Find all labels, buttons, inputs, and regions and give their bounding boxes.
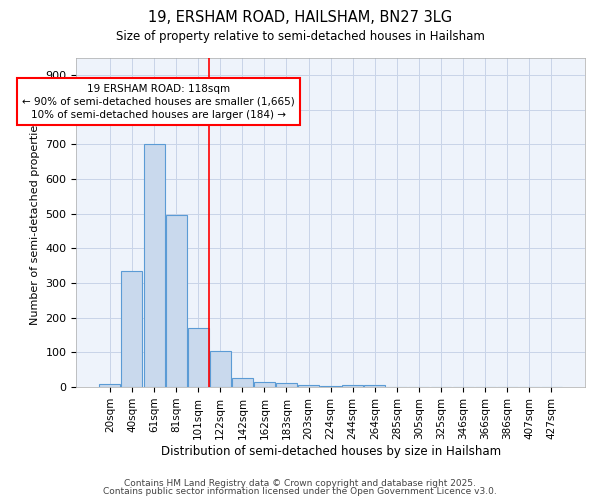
Bar: [342, 386, 363, 387]
Text: Contains public sector information licensed under the Open Government Licence v3: Contains public sector information licen…: [103, 487, 497, 496]
Y-axis label: Number of semi-detached properties: Number of semi-detached properties: [30, 120, 40, 326]
Bar: [232, 378, 253, 387]
Bar: [364, 386, 385, 387]
Bar: [121, 271, 142, 387]
Bar: [166, 216, 187, 387]
Bar: [320, 386, 341, 387]
Text: 19 ERSHAM ROAD: 118sqm
← 90% of semi-detached houses are smaller (1,665)
10% of : 19 ERSHAM ROAD: 118sqm ← 90% of semi-det…: [22, 84, 295, 120]
Bar: [298, 384, 319, 387]
Bar: [143, 144, 164, 387]
Bar: [254, 382, 275, 387]
Bar: [276, 382, 297, 387]
X-axis label: Distribution of semi-detached houses by size in Hailsham: Distribution of semi-detached houses by …: [161, 444, 500, 458]
Text: 19, ERSHAM ROAD, HAILSHAM, BN27 3LG: 19, ERSHAM ROAD, HAILSHAM, BN27 3LG: [148, 10, 452, 25]
Bar: [100, 384, 121, 387]
Text: Contains HM Land Registry data © Crown copyright and database right 2025.: Contains HM Land Registry data © Crown c…: [124, 478, 476, 488]
Bar: [210, 350, 231, 387]
Bar: [188, 328, 209, 387]
Text: Size of property relative to semi-detached houses in Hailsham: Size of property relative to semi-detach…: [116, 30, 484, 43]
